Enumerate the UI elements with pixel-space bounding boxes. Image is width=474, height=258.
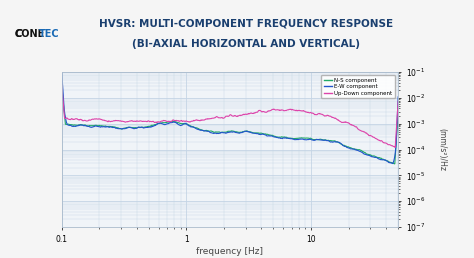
- E-W component: [348, 147, 354, 150]
- Up-Down component: [254, 111, 260, 114]
- Up-Down component: [273, 108, 279, 111]
- Up-Down component: [59, 83, 64, 86]
- E-W component: [273, 136, 279, 139]
- N-S component: [348, 147, 354, 150]
- E-W component: [314, 138, 319, 141]
- E-W component: [80, 124, 85, 127]
- Line: E-W component: E-W component: [62, 72, 398, 164]
- E-W component: [59, 70, 64, 73]
- N-S component: [314, 138, 319, 141]
- Text: CONE: CONE: [15, 29, 45, 39]
- Text: TEC: TEC: [38, 29, 59, 39]
- N-S component: [392, 162, 397, 165]
- E-W component: [395, 95, 401, 98]
- E-W component: [254, 132, 260, 135]
- Line: N-S component: N-S component: [62, 85, 398, 164]
- N-S component: [273, 135, 279, 138]
- N-S component: [395, 110, 401, 113]
- Line: Up-Down component: Up-Down component: [62, 84, 398, 148]
- Y-axis label: (mm/s²)/Hz: (mm/s²)/Hz: [437, 128, 446, 171]
- N-S component: [59, 84, 64, 87]
- N-S component: [80, 124, 85, 127]
- Up-Down component: [392, 146, 398, 149]
- Up-Down component: [263, 111, 269, 114]
- Up-Down component: [314, 113, 319, 116]
- N-S component: [254, 131, 260, 134]
- N-S component: [263, 133, 269, 136]
- Text: (BI-AXIAL HORIZONTAL AND VERTICAL): (BI-AXIAL HORIZONTAL AND VERTICAL): [132, 39, 361, 49]
- Text: HVSR: MULTI-COMPONENT FREQUENCY RESPONSE: HVSR: MULTI-COMPONENT FREQUENCY RESPONSE: [100, 18, 393, 28]
- Text: C: C: [15, 29, 22, 39]
- Up-Down component: [348, 123, 354, 126]
- X-axis label: frequency [Hz]: frequency [Hz]: [196, 247, 264, 256]
- Up-Down component: [395, 100, 401, 103]
- Up-Down component: [80, 119, 85, 122]
- E-W component: [263, 134, 269, 137]
- Legend: N-S component, E-W component, Up-Down component: N-S component, E-W component, Up-Down co…: [321, 75, 395, 98]
- E-W component: [390, 162, 395, 165]
